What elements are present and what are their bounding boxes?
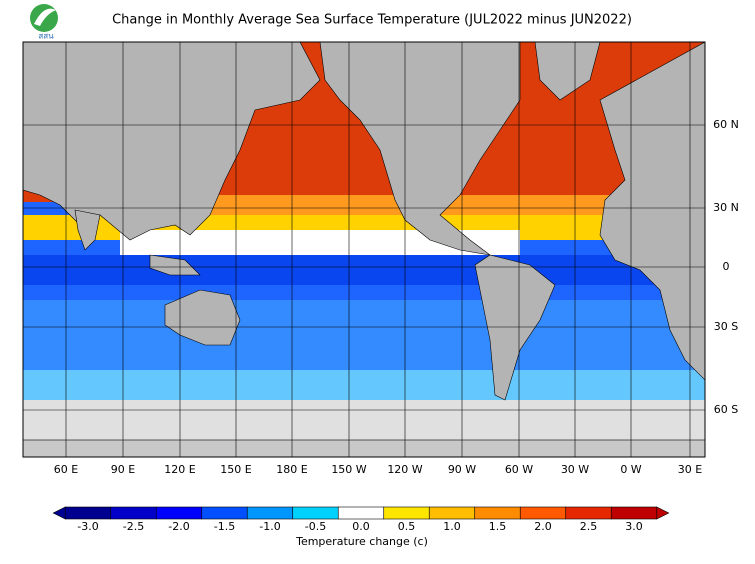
antarctica xyxy=(23,439,705,457)
colorbar-tick-label: 0.5 xyxy=(398,520,416,533)
lat-label: 30 N xyxy=(713,201,739,214)
lon-label: 60 E xyxy=(54,463,78,476)
lat-label: 0 xyxy=(723,260,730,273)
lon-label: 120 E xyxy=(164,463,195,476)
lon-label: 150 W xyxy=(331,463,366,476)
land xyxy=(149,254,201,276)
lon-label: 120 W xyxy=(387,463,422,476)
colorbar-tick-label: 0.0 xyxy=(352,520,370,533)
land xyxy=(23,42,321,241)
colorbar-segment xyxy=(474,506,521,520)
lat-label: 60 N xyxy=(713,118,739,131)
land xyxy=(74,209,101,251)
colorbar-tick-label: -0.5 xyxy=(305,520,326,533)
land xyxy=(164,289,241,346)
colorbar-segment xyxy=(292,506,339,520)
lon-label: 90 E xyxy=(111,463,135,476)
cool-band xyxy=(23,370,705,405)
lon-label: 30 E xyxy=(678,463,702,476)
lon-label: 90 W xyxy=(448,463,476,476)
colorbar-label: Temperature change (c) xyxy=(295,535,428,548)
land xyxy=(474,254,556,401)
logo: สสน xyxy=(30,4,58,41)
lon-label: 30 W xyxy=(561,463,589,476)
lon-label: 60 W xyxy=(505,463,533,476)
map-title: Change in Monthly Average Sea Surface Te… xyxy=(112,13,632,28)
colorbar-segment xyxy=(383,506,430,520)
colorbar-tick-label: -3.0 xyxy=(77,520,98,533)
colorbar-segment xyxy=(565,506,612,520)
colorbar-segment xyxy=(155,506,203,520)
lon-label: 150 E xyxy=(220,463,251,476)
cool-band xyxy=(23,300,705,370)
logo-leaf xyxy=(34,8,56,27)
colorbar-segment xyxy=(64,506,112,520)
colorbar-tick-label: -1.0 xyxy=(259,520,280,533)
colorbar-tick-label: 1.5 xyxy=(489,520,507,533)
land xyxy=(599,42,705,381)
colorbar-segment xyxy=(610,506,658,520)
colorbar-segment xyxy=(428,506,476,520)
colorbar-arrow xyxy=(52,506,66,520)
colorbar-tick-label: 1.0 xyxy=(443,520,461,533)
colorbar-tick-label: -2.0 xyxy=(168,520,189,533)
colorbar-tick-label: -1.5 xyxy=(214,520,235,533)
colorbar-segment xyxy=(519,506,567,520)
colorbar-segment xyxy=(246,506,294,520)
colorbar-tick-label: -2.5 xyxy=(123,520,144,533)
lon-label: 180 E xyxy=(276,463,307,476)
colorbar-tick-label: 2.0 xyxy=(534,520,552,533)
lat-label: 30 S xyxy=(714,320,738,333)
map xyxy=(23,42,705,457)
colorbar-segment xyxy=(201,506,248,520)
graticule xyxy=(23,42,705,457)
colorbar-tick-label: 2.5 xyxy=(580,520,598,533)
colorbar-segment xyxy=(110,506,157,520)
map-frame xyxy=(22,41,706,458)
lat-label: 60 S xyxy=(714,403,738,416)
lon-label: 0 W xyxy=(620,463,641,476)
colorbar-tick-label: 3.0 xyxy=(625,520,643,533)
cool-band xyxy=(23,255,705,285)
logo-text: สสน xyxy=(38,32,54,41)
colorbar-segment xyxy=(337,506,385,520)
colorbar-arrow xyxy=(656,506,670,520)
